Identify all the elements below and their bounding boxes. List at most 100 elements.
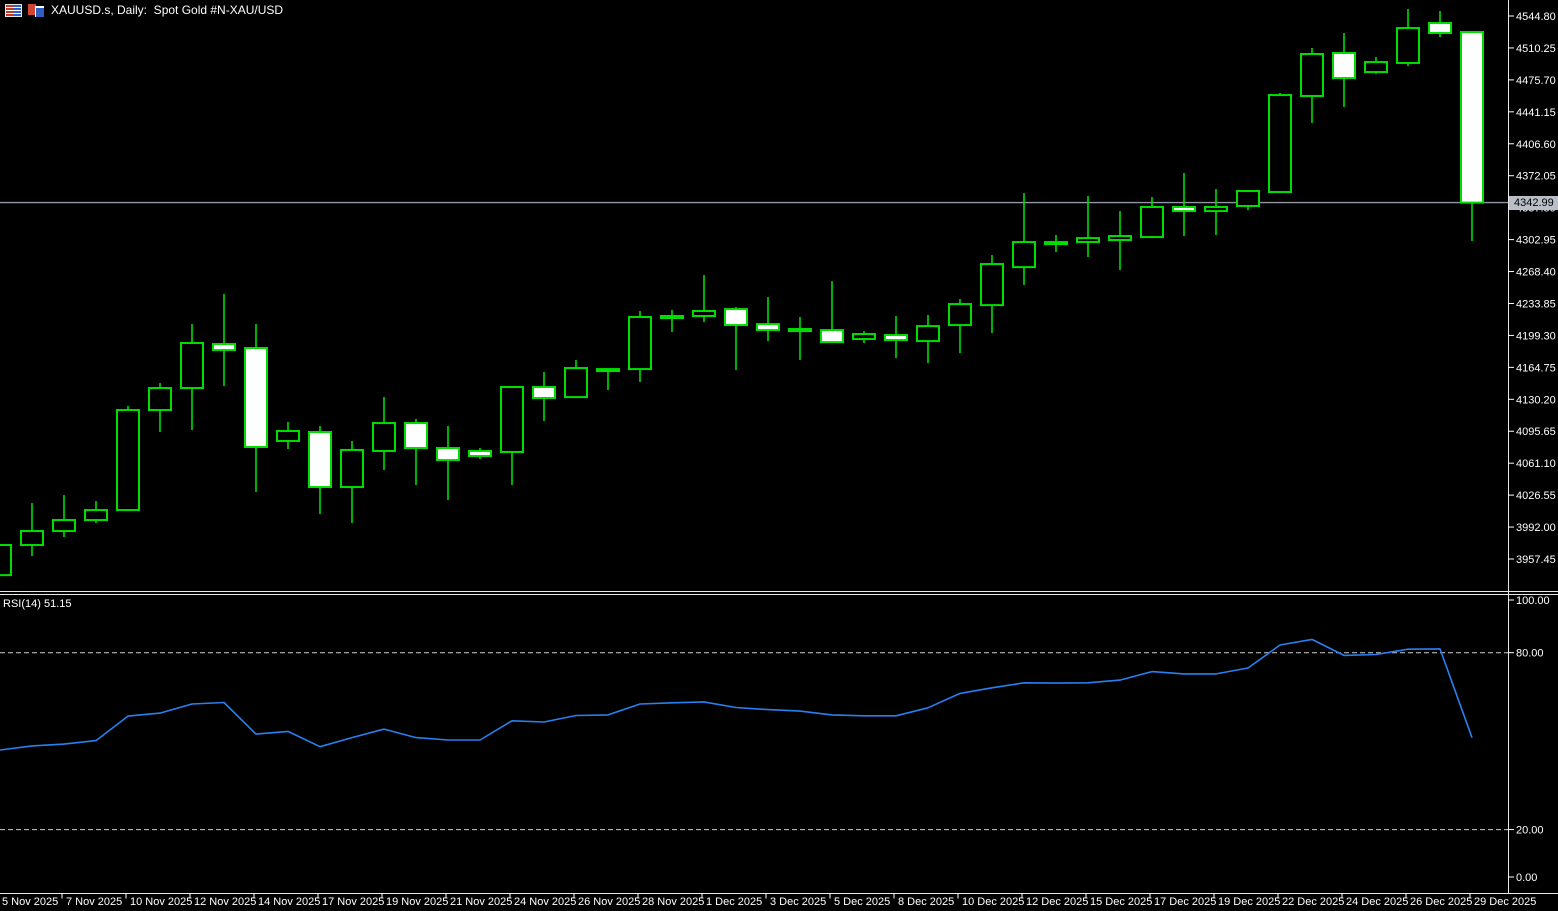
tiled-panes-icon (5, 3, 22, 17)
price-tick-label: 4199.30 (1516, 330, 1556, 342)
time-tick-label: 12 Dec 2025 (1026, 896, 1088, 908)
price-tick-label: 4095.65 (1516, 426, 1556, 438)
price-tick-label: 4268.40 (1516, 267, 1556, 279)
candle-20-Dec-2025 (1236, 190, 1260, 211)
time-tick-label: 17 Dec 2025 (1154, 896, 1216, 908)
candle-17-Dec-2025 (1140, 197, 1164, 239)
rsi-tick-label: 0.00 (1516, 872, 1537, 884)
candle-15-Dec-2025 (1076, 196, 1100, 258)
candle-body (980, 263, 1004, 307)
rsi-tick-label: 20.00 (1516, 825, 1544, 837)
candle-20-Nov-2025 (404, 419, 428, 485)
time-tick-label: 12 Nov 2025 (194, 896, 256, 908)
candle-body (340, 448, 364, 489)
rsi-scale[interactable]: 100.00 80.00 20.00 0.00 (1508, 595, 1550, 884)
candle-body (436, 447, 460, 462)
candle-body (660, 315, 684, 320)
candle-5-Dec-2025 (820, 281, 844, 344)
candle-6-Nov-2025 (20, 503, 44, 556)
time-tick-label: 17 Nov 2025 (322, 896, 384, 908)
price-tick-label: 4026.55 (1516, 490, 1556, 502)
candle-body (1300, 53, 1324, 97)
candle-body (1236, 190, 1260, 207)
candle-7-Nov-2025 (52, 495, 76, 538)
candle-14-Nov-2025 (244, 324, 268, 493)
candle-22-Nov-2025 (468, 448, 492, 460)
price-tick-label: 4061.10 (1516, 458, 1556, 470)
time-tick-label: 5 Nov 2025 (2, 896, 58, 908)
candle-2-Dec-2025 (724, 307, 748, 370)
candle-body (916, 325, 940, 343)
candle-body (116, 409, 140, 512)
candle-8-Nov-2025 (84, 500, 108, 523)
candle-body (148, 387, 172, 412)
candle-body (692, 310, 716, 318)
candle-body (468, 449, 492, 457)
time-tick-label: 19 Nov 2025 (386, 896, 448, 908)
time-tick-label: 8 Dec 2025 (898, 896, 954, 908)
candle-10-Dec-2025 (948, 299, 972, 354)
candle-body (1140, 206, 1164, 239)
candle-body (884, 334, 908, 342)
rsi-levels (0, 652, 1508, 831)
indicator-caption: RSI(14) 51.15 (3, 598, 72, 610)
time-tick-label: 10 Nov 2025 (130, 896, 192, 908)
candle-16-Dec-2025 (1108, 211, 1132, 271)
time-tick-label: 29 Dec 2025 (1474, 896, 1536, 908)
candle-body (20, 530, 44, 546)
candle-19-Nov-2025 (372, 397, 396, 471)
cascaded-charts-icon (28, 3, 45, 17)
candle-body (1108, 235, 1132, 242)
candle-13-Nov-2025 (212, 293, 236, 386)
candle-body (52, 519, 76, 533)
price-tick-label: 4475.70 (1516, 75, 1556, 87)
candle-body (1268, 94, 1292, 194)
time-tick-label: 24 Dec 2025 (1346, 896, 1408, 908)
time-scale[interactable]: 5 Nov 2025 7 Nov 2025 10 Nov 2025 12 Nov 20… (0, 893, 1536, 909)
time-tick-label: 22 Dec 2025 (1282, 896, 1344, 908)
time-tick-label: 21 Nov 2025 (450, 896, 512, 908)
candle-29-Nov-2025 (660, 309, 684, 332)
time-tick-label: 26 Nov 2025 (578, 896, 640, 908)
candle-body (1012, 241, 1036, 269)
time-tick-label: 26 Dec 2025 (1410, 896, 1472, 908)
candle-body (948, 303, 972, 327)
price-tick-label: 4544.80 (1516, 11, 1556, 23)
time-tick-label: 5 Dec 2025 (834, 896, 890, 908)
candle-6-Dec-2025 (852, 331, 876, 343)
candle-body (532, 386, 556, 400)
candle-body (1396, 27, 1420, 64)
candle-body (404, 422, 428, 450)
candle-body (500, 386, 524, 453)
candle-10-Nov-2025 (116, 406, 140, 512)
candle-12-Nov-2025 (180, 324, 204, 430)
candle-25-Nov-2025 (532, 372, 556, 422)
candle-body (1428, 22, 1452, 35)
candle-26-Dec-2025 (1396, 8, 1420, 67)
candle-body (308, 431, 332, 489)
price-tick-label: 4302.95 (1516, 235, 1556, 247)
candle-body (244, 346, 268, 448)
candle-3-Dec-2025 (756, 297, 780, 342)
candle-17-Nov-2025 (308, 426, 332, 515)
candle-24-Nov-2025 (500, 386, 524, 485)
price-tick-label: 3992.00 (1516, 522, 1556, 534)
indicator-name: RSI(14) (3, 598, 41, 610)
candle-body (180, 341, 204, 390)
time-tick-label: 7 Nov 2025 (66, 896, 122, 908)
candle-11-Nov-2025 (148, 383, 172, 433)
price-tick-label: 4233.85 (1516, 298, 1556, 310)
chart-title-bar: XAUUSD.s, Daily: Spot Gold #N-XAU/USD (5, 3, 283, 17)
time-tick-label: 15 Dec 2025 (1090, 896, 1152, 908)
candle-27-Nov-2025 (596, 368, 620, 390)
price-scale[interactable]: 4544.80 4510.25 4475.70 4441.15 4406.60 4372.… (1508, 11, 1556, 566)
candle-18-Dec-2025 (1172, 172, 1196, 237)
candle-28-Nov-2025 (628, 311, 652, 383)
candle-23-Dec-2025 (1300, 47, 1324, 123)
candle-9-Dec-2025 (916, 314, 940, 364)
candle-22-Dec-2025 (1268, 93, 1292, 194)
candle-body (372, 422, 396, 452)
candle-body (1172, 206, 1196, 213)
